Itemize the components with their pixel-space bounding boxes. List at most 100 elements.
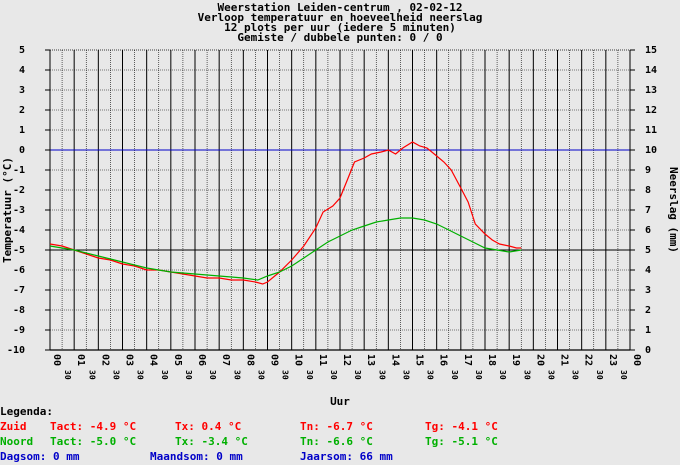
left-tick-label: -7 <box>13 285 25 296</box>
x-half-tick-label: 30 <box>208 370 217 380</box>
x-tick-label: 00 <box>631 354 642 366</box>
right-tick-label: 5 <box>645 245 651 256</box>
legend-jaarsom: Jaarsom: 66 mm <box>300 450 393 463</box>
x-half-tick-label: 30 <box>619 370 628 380</box>
x-half-tick-label: 30 <box>281 370 290 380</box>
x-tick-label: 03 <box>124 354 135 366</box>
x-tick-label: 18 <box>486 354 497 366</box>
x-half-tick-label: 30 <box>256 370 265 380</box>
x-tick-label: 15 <box>414 354 425 366</box>
right-tick-label: 2 <box>645 305 651 316</box>
right-tick-label: 10 <box>645 145 657 156</box>
left-tick-label: 5 <box>19 45 25 56</box>
x-half-tick-label: 30 <box>136 370 145 380</box>
x-tick-label: 01 <box>75 354 86 366</box>
series-line-noord <box>49 217 522 281</box>
x-half-tick-label: 30 <box>329 370 338 380</box>
right-tick-label: 9 <box>645 165 651 176</box>
x-half-tick-label: 30 <box>377 370 386 380</box>
x-tick-label: 21 <box>559 354 570 366</box>
y-axis-label-right: Neerslag (mm) <box>667 167 680 253</box>
x-tick-label: 22 <box>583 354 594 366</box>
x-tick-label: 11 <box>317 354 328 366</box>
legend-noord-tx: Tx: -3.4 °C <box>175 435 248 448</box>
x-half-tick-label: 30 <box>571 370 580 380</box>
x-half-tick-label: 30 <box>63 370 72 380</box>
x-axis-label: Uur <box>330 395 350 408</box>
legend-zuid-tg: Tg: -4.1 °C <box>425 420 498 433</box>
left-tick-label: -1 <box>13 165 25 176</box>
right-tick-label: 14 <box>645 65 657 76</box>
x-tick-label: 14 <box>389 354 400 366</box>
legend-zuid-label: Zuid <box>0 420 27 433</box>
x-tick-label: 04 <box>148 354 159 366</box>
left-tick-label: -6 <box>13 265 25 276</box>
left-tick-label: -4 <box>13 225 25 236</box>
x-tick-label: 02 <box>99 354 110 366</box>
left-tick-label: -2 <box>13 185 25 196</box>
chart-subtitle-2: 12 plots per uur (iedere 5 minuten) <box>224 21 456 34</box>
right-tick-label: 1 <box>645 325 651 336</box>
x-tick-label: 12 <box>341 354 352 366</box>
x-half-tick-label: 30 <box>426 370 435 380</box>
left-tick-label: 0 <box>19 145 25 156</box>
x-tick-label: 05 <box>172 354 183 366</box>
x-half-tick-label: 30 <box>184 370 193 380</box>
legend-noord-label: Noord <box>0 435 34 448</box>
x-tick-label: 08 <box>244 354 255 366</box>
x-tick-label: 10 <box>293 354 304 366</box>
x-half-tick-label: 30 <box>353 370 362 380</box>
x-half-tick-label: 30 <box>232 370 241 380</box>
left-tick-label: -10 <box>7 345 25 356</box>
series-line-zuid <box>49 141 522 285</box>
x-half-tick-label: 30 <box>522 370 531 380</box>
right-tick-label: 12 <box>645 105 657 116</box>
legend-title: Legenda: <box>0 405 53 418</box>
chart-area: 543210-1-2-3-4-5-6-7-8-9-101514131211109… <box>1 45 680 408</box>
y-axis-label-left: Temperatuur (°C) <box>1 157 14 263</box>
x-tick-label: 19 <box>510 354 521 366</box>
legend-noord-tn: Tn: -6.6 °C <box>300 435 373 448</box>
chart-subtitle: Verloop temperatuur en hoeveelheid neers… <box>197 11 483 24</box>
chart-subtitle-3: Gemiste / dubbele punten: 0 / 0 <box>237 31 443 44</box>
x-tick-label: 20 <box>534 354 545 366</box>
legend-dagsom: Dagsom: 0 mm <box>0 450 80 463</box>
left-tick-label: -9 <box>13 325 25 336</box>
right-tick-label: 3 <box>645 285 651 296</box>
x-half-tick-label: 30 <box>546 370 555 380</box>
x-half-tick-label: 30 <box>305 370 314 380</box>
right-tick-label: 6 <box>645 225 651 236</box>
x-half-tick-label: 30 <box>498 370 507 380</box>
left-tick-label: 1 <box>19 125 25 136</box>
x-half-tick-label: 30 <box>111 370 120 380</box>
chart-title: Weerstation Leiden-centrum , 02-02-12 <box>217 1 463 14</box>
x-tick-label: 13 <box>365 354 376 366</box>
right-tick-label: 7 <box>645 205 651 216</box>
x-half-tick-label: 30 <box>87 370 96 380</box>
x-half-tick-label: 30 <box>450 370 459 380</box>
right-tick-label: 8 <box>645 185 651 196</box>
x-tick-label: 06 <box>196 354 207 366</box>
left-tick-label: -3 <box>13 205 25 216</box>
left-tick-label: 3 <box>19 85 25 96</box>
legend-noord-tact: Tact: -5.0 °C <box>50 435 137 448</box>
left-tick-label: -5 <box>13 245 25 256</box>
right-tick-label: 11 <box>645 125 657 136</box>
x-tick-label: 09 <box>269 354 280 366</box>
legend-maandsom: Maandsom: 0 mm <box>150 450 243 463</box>
x-half-tick-label: 30 <box>595 370 604 380</box>
legend-noord-tg: Tg: -5.1 °C <box>425 435 498 448</box>
x-tick-label: 17 <box>462 354 473 366</box>
x-tick-label: 00 <box>51 354 62 366</box>
legend-zuid-tx: Tx: 0.4 °C <box>175 420 242 433</box>
right-tick-label: 13 <box>645 85 657 96</box>
x-tick-label: 23 <box>607 354 618 366</box>
x-half-tick-label: 30 <box>160 370 169 380</box>
x-half-tick-label: 30 <box>401 370 410 380</box>
right-tick-label: 15 <box>645 45 657 56</box>
legend-zuid-tact: Tact: -4.9 °C <box>50 420 137 433</box>
x-tick-label: 07 <box>220 354 231 366</box>
left-tick-label: 4 <box>19 65 25 76</box>
right-tick-label: 4 <box>645 265 651 276</box>
legend-zuid-tn: Tn: -6.7 °C <box>300 420 373 433</box>
